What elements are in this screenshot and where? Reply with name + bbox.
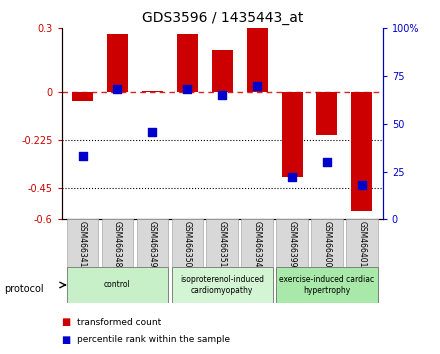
Text: control: control [104, 280, 131, 290]
Text: GSM466394: GSM466394 [253, 221, 262, 267]
Bar [282, 92, 303, 177]
Point [253, 83, 260, 88]
Text: isoproterenol-induced
cardiomyopathy: isoproterenol-induced cardiomyopathy [180, 275, 264, 295]
Text: percentile rank within the sample: percentile rank within the sample [77, 335, 230, 344]
Bar [142, 91, 163, 92]
Point [219, 92, 226, 98]
Bar [172, 267, 273, 303]
Text: ■: ■ [62, 335, 71, 345]
Point [114, 87, 121, 92]
Bar [137, 219, 168, 267]
Text: protocol: protocol [4, 284, 44, 293]
Bar [206, 219, 238, 267]
Bar [316, 92, 337, 135]
Bar [276, 267, 378, 303]
Bar [346, 219, 378, 267]
Bar [177, 34, 198, 92]
Bar [102, 219, 133, 267]
Text: GSM466349: GSM466349 [148, 221, 157, 267]
Bar [247, 28, 268, 92]
Text: GSM466341: GSM466341 [78, 221, 87, 267]
Text: exercise-induced cardiac
hypertrophy: exercise-induced cardiac hypertrophy [279, 275, 374, 295]
Bar [172, 219, 203, 267]
Text: GSM466399: GSM466399 [287, 221, 297, 267]
Text: ■: ■ [62, 317, 71, 327]
Bar [352, 92, 372, 211]
Text: GSM466400: GSM466400 [323, 221, 331, 267]
Point [358, 182, 365, 188]
Bar [72, 92, 93, 101]
Point [149, 129, 156, 135]
Text: GSM466348: GSM466348 [113, 221, 122, 267]
Title: GDS3596 / 1435443_at: GDS3596 / 1435443_at [142, 11, 303, 24]
Point [184, 87, 191, 92]
Bar [242, 219, 273, 267]
Text: transformed count: transformed count [77, 318, 161, 327]
Text: GSM466401: GSM466401 [357, 221, 367, 267]
Text: GSM466350: GSM466350 [183, 221, 192, 267]
Bar [67, 267, 168, 303]
Bar [67, 219, 98, 267]
Point [323, 159, 330, 165]
Point [289, 175, 296, 180]
Bar [212, 50, 233, 92]
Text: GSM466351: GSM466351 [218, 221, 227, 267]
Point [79, 154, 86, 159]
Bar [107, 34, 128, 92]
Bar [311, 219, 343, 267]
Bar [276, 219, 308, 267]
